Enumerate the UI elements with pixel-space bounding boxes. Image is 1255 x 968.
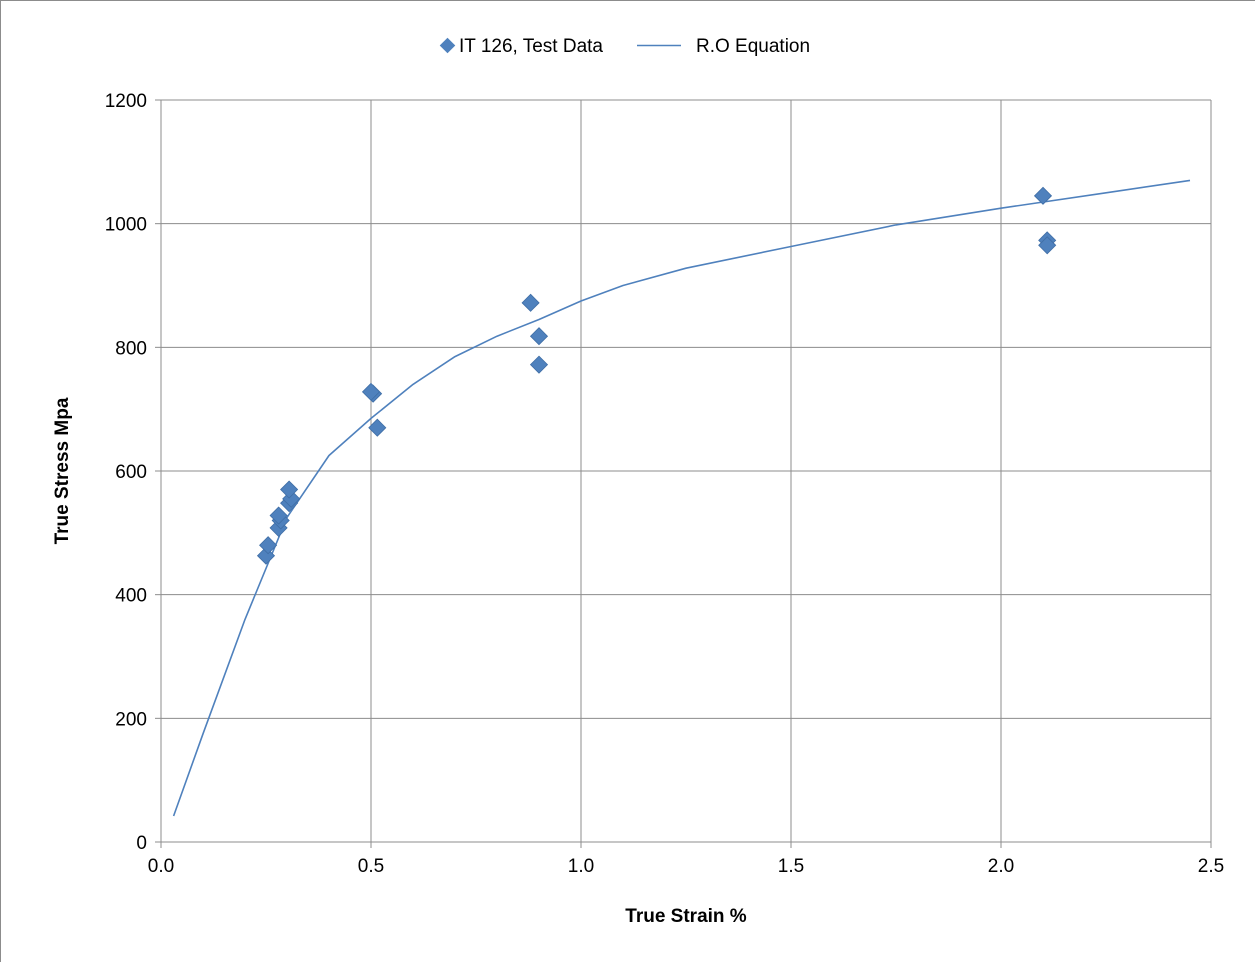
x-tick-label: 1.0 <box>568 856 594 877</box>
test-data-point <box>361 382 381 401</box>
ticks-layer: 0 200 400 600 800 1000 1200 0.0 0.5 1.0 1.5 2.0 2.5 <box>105 91 1224 877</box>
legend: IT 126, Test Data R.O Equation <box>439 36 810 57</box>
legend-label-test-data: IT 126, Test Data <box>459 36 603 57</box>
test-data-point <box>1033 186 1053 205</box>
y-tick-label: 800 <box>115 338 147 359</box>
test-data-point <box>269 506 288 525</box>
test-data-point <box>280 480 299 499</box>
test-data-point <box>529 327 549 346</box>
grid-layer <box>161 99 1212 842</box>
test-data-point <box>259 536 278 555</box>
x-axis-title: True Strain % <box>625 906 747 927</box>
test-data-point <box>368 418 387 437</box>
ro-equation-curve <box>172 179 1191 817</box>
y-tick-label: 200 <box>115 709 147 730</box>
y-tick-label: 1200 <box>105 91 147 112</box>
y-tick-label: 600 <box>115 462 147 483</box>
test-data-point <box>521 293 540 312</box>
x-tick-label: 0.5 <box>358 856 384 877</box>
y-tick-label: 0 <box>136 833 147 854</box>
test-data-point <box>529 355 549 374</box>
legend-label-ro-equation: R.O Equation <box>696 36 810 57</box>
test-data-point <box>1038 236 1057 255</box>
axes-layer <box>155 99 1212 848</box>
x-tick-label: 2.5 <box>1198 856 1224 877</box>
series-layer <box>172 179 1191 817</box>
x-tick-label: 1.5 <box>778 856 804 877</box>
x-tick-label: 0.0 <box>148 856 174 877</box>
legend-marker-test-data <box>439 37 456 54</box>
x-tick-label: 2.0 <box>988 856 1014 877</box>
y-tick-label: 400 <box>115 586 147 607</box>
y-axis-title: True Stress Mpa <box>52 397 73 544</box>
y-tick-label: 1000 <box>105 215 147 236</box>
